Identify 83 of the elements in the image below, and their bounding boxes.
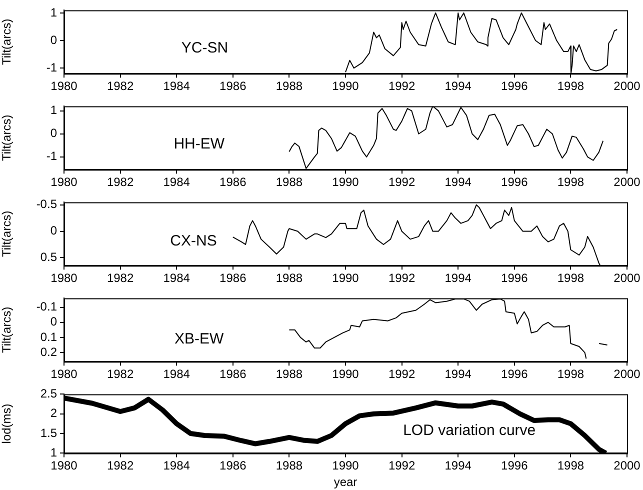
- x-tick-label: 1992: [388, 367, 416, 382]
- x-tick-label: 1996: [501, 367, 528, 382]
- x-tick-label: 1996: [501, 458, 528, 473]
- y-tick-label: -1: [46, 60, 58, 74]
- y-tick-label: 0.2: [40, 344, 58, 359]
- x-tick-label: 1992: [388, 79, 416, 94]
- x-tick-label: 1990: [332, 458, 360, 473]
- x-tick-label: 1982: [106, 79, 134, 94]
- x-tick-label: 1980: [50, 79, 78, 94]
- y-tick-label: 0.5: [40, 250, 58, 264]
- x-tick-label: 2000: [614, 367, 641, 382]
- x-axis-title: year: [334, 475, 358, 490]
- x-tick-label: 1988: [276, 367, 303, 382]
- x-tick-label: 1998: [557, 458, 584, 473]
- x-tick-label: 1986: [220, 367, 247, 382]
- y-tick-label: -0.5: [36, 197, 58, 212]
- x-tick-label: 1986: [220, 271, 247, 286]
- y-tick-label: 2.5: [40, 386, 58, 401]
- x-tick-label: 1992: [388, 271, 416, 286]
- x-tick-label: 1990: [332, 79, 360, 94]
- x-tick-label: 1980: [50, 271, 78, 286]
- x-tick-label: 2000: [614, 458, 641, 473]
- x-tick-label: 2000: [614, 175, 641, 190]
- y-tick-label: 0: [50, 314, 58, 329]
- y-axis-title: Tilt(arcs): [0, 114, 14, 162]
- x-tick-label: 1994: [444, 79, 472, 94]
- annotation: CX-NS: [170, 232, 217, 250]
- x-tick-label: 1980: [50, 458, 78, 473]
- x-tick-label: 1984: [163, 79, 190, 94]
- x-tick-label: 1984: [163, 175, 190, 190]
- x-tick-label: 1984: [163, 271, 190, 286]
- x-tick-label: 1988: [276, 458, 303, 473]
- x-tick-label: 1992: [388, 458, 416, 473]
- x-tick-label: 1988: [276, 271, 303, 286]
- x-tick-label: 1990: [332, 271, 360, 286]
- y-axis-title: Tilt(arcs): [0, 210, 14, 258]
- x-tick-label: 1982: [106, 175, 134, 190]
- x-tick-label: 1982: [106, 271, 134, 286]
- x-tick-label: 1988: [276, 175, 303, 190]
- x-tick-label: 1982: [106, 458, 134, 473]
- y-tick-label: -0.1: [36, 300, 58, 314]
- y-tick-label: -1: [46, 149, 58, 164]
- x-tick-label: 1996: [501, 271, 528, 286]
- x-tick-label: 1982: [106, 367, 134, 382]
- annotation: LOD variation curve: [403, 422, 536, 439]
- y-tick-label: 0: [50, 224, 58, 238]
- y-tick-label: 1: [50, 5, 58, 20]
- x-tick-label: 2000: [614, 271, 641, 286]
- x-tick-label: 1998: [557, 175, 584, 190]
- annotation: HH-EW: [174, 135, 226, 152]
- y-tick-label: 0: [50, 126, 58, 140]
- y-tick-label: 1: [50, 103, 58, 118]
- x-tick-label: 1998: [557, 79, 584, 94]
- x-tick-label: 1990: [332, 175, 360, 190]
- x-tick-label: 1992: [388, 175, 416, 190]
- x-tick-label: 1986: [220, 79, 247, 94]
- annotation: YC-SN: [181, 39, 228, 56]
- x-tick-label: 1996: [501, 175, 528, 190]
- x-tick-label: 1998: [557, 271, 584, 286]
- x-tick-label: 1994: [444, 367, 472, 382]
- x-tick-label: 1988: [276, 79, 303, 94]
- x-tick-label: 1980: [50, 367, 78, 382]
- x-tick-label: 1994: [444, 458, 472, 473]
- x-tick-label: 1984: [163, 367, 190, 382]
- x-tick-label: 2000: [614, 79, 641, 94]
- x-tick-label: 1984: [163, 458, 190, 473]
- x-tick-label: 1996: [501, 79, 528, 94]
- x-tick-label: 1994: [444, 175, 472, 190]
- y-tick-label: 0.1: [40, 330, 58, 344]
- x-tick-label: 1986: [220, 458, 247, 473]
- x-tick-label: 1980: [50, 175, 78, 190]
- x-tick-label: 1994: [444, 271, 472, 286]
- y-tick-label: 2: [50, 406, 58, 420]
- y-axis-title: Tilt(arcs): [0, 306, 14, 354]
- y-tick-label: 1: [50, 446, 58, 460]
- y-tick-label: 0: [50, 32, 58, 47]
- x-tick-label: 1986: [220, 175, 247, 190]
- y-axis-title: lod(ms): [0, 404, 14, 444]
- y-tick-label: 1.5: [40, 426, 58, 440]
- annotation: XB-EW: [174, 330, 225, 348]
- y-axis-title: Tilt(arcs): [0, 18, 14, 66]
- x-tick-label: 1990: [332, 367, 360, 382]
- x-tick-label: 1998: [557, 367, 584, 382]
